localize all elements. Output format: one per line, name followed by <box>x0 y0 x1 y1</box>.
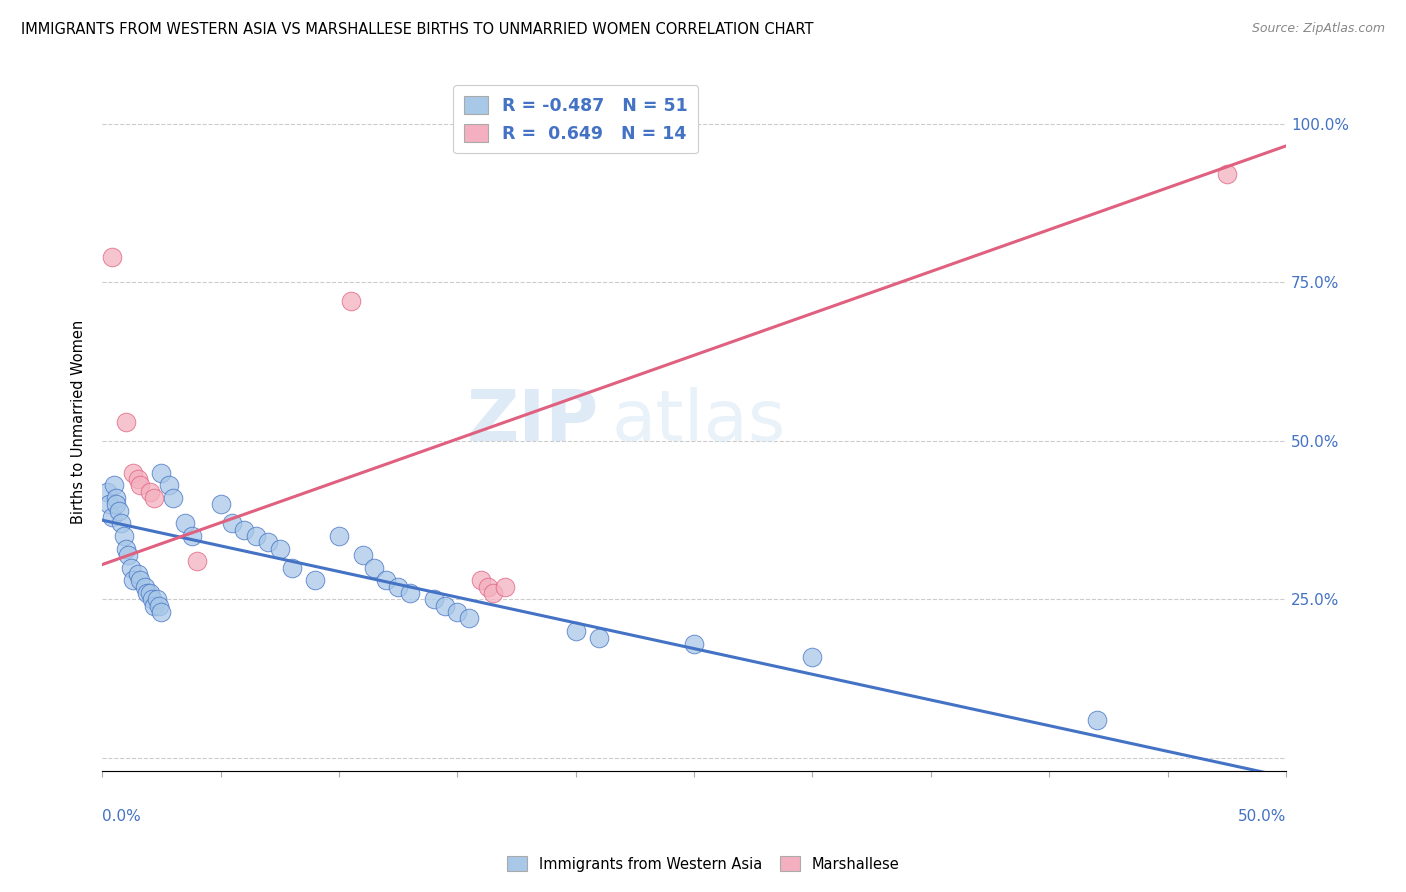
Point <box>181 529 204 543</box>
Point <box>422 592 444 607</box>
Point <box>98 497 121 511</box>
Text: 50.0%: 50.0% <box>1237 809 1286 824</box>
Point <box>122 574 145 588</box>
Point <box>105 491 128 505</box>
Point <box>157 478 180 492</box>
Point <box>148 599 170 613</box>
Point <box>112 529 135 543</box>
Point <box>477 580 499 594</box>
Text: Source: ZipAtlas.com: Source: ZipAtlas.com <box>1251 22 1385 36</box>
Point <box>150 466 173 480</box>
Point <box>127 472 149 486</box>
Point <box>120 560 142 574</box>
Point <box>257 535 280 549</box>
Point <box>470 574 492 588</box>
Legend: R = -0.487   N = 51, R =  0.649   N = 14: R = -0.487 N = 51, R = 0.649 N = 14 <box>453 85 699 153</box>
Point <box>1085 713 1108 727</box>
Point <box>96 484 118 499</box>
Point <box>245 529 267 543</box>
Point <box>122 466 145 480</box>
Point <box>127 567 149 582</box>
Point <box>136 586 159 600</box>
Point <box>105 497 128 511</box>
Point <box>494 580 516 594</box>
Point <box>103 478 125 492</box>
Point <box>280 560 302 574</box>
Point <box>150 605 173 619</box>
Point <box>221 516 243 531</box>
Point <box>110 516 132 531</box>
Point <box>138 484 160 499</box>
Point <box>100 250 122 264</box>
Point <box>115 415 138 429</box>
Y-axis label: Births to Unmarried Women: Births to Unmarried Women <box>72 319 86 524</box>
Point <box>134 580 156 594</box>
Point <box>564 624 586 639</box>
Point <box>328 529 350 543</box>
Point <box>340 294 363 309</box>
Point <box>304 574 326 588</box>
Point <box>162 491 184 505</box>
Point <box>186 554 208 568</box>
Point <box>446 605 468 619</box>
Point <box>363 560 385 574</box>
Point <box>143 599 166 613</box>
Point <box>129 478 152 492</box>
Point <box>434 599 457 613</box>
Point <box>143 491 166 505</box>
Point <box>107 503 129 517</box>
Point <box>100 510 122 524</box>
Text: IMMIGRANTS FROM WESTERN ASIA VS MARSHALLESE BIRTHS TO UNMARRIED WOMEN CORRELATIO: IMMIGRANTS FROM WESTERN ASIA VS MARSHALL… <box>21 22 814 37</box>
Point <box>145 592 167 607</box>
Point <box>375 574 398 588</box>
Point <box>683 637 706 651</box>
Point <box>399 586 422 600</box>
Point <box>482 586 505 600</box>
Point <box>138 586 160 600</box>
Text: ZIP: ZIP <box>467 387 599 457</box>
Text: 0.0%: 0.0% <box>103 809 141 824</box>
Point <box>129 574 152 588</box>
Legend: Immigrants from Western Asia, Marshallese: Immigrants from Western Asia, Marshalles… <box>501 850 905 878</box>
Point <box>115 541 138 556</box>
Point <box>233 523 256 537</box>
Point <box>174 516 197 531</box>
Point <box>269 541 291 556</box>
Point <box>141 592 163 607</box>
Point <box>801 649 824 664</box>
Point <box>588 631 610 645</box>
Point <box>1216 168 1239 182</box>
Point <box>209 497 232 511</box>
Point <box>117 548 139 562</box>
Point <box>458 611 481 625</box>
Point <box>352 548 374 562</box>
Text: atlas: atlas <box>612 387 786 457</box>
Point <box>387 580 409 594</box>
